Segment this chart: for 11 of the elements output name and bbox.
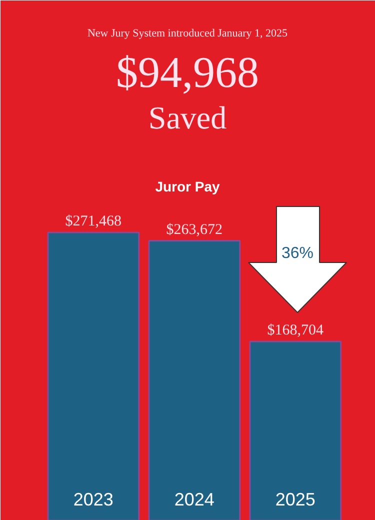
x-tick-label: 2025 <box>275 490 316 510</box>
data-label: $263,672 <box>166 222 223 238</box>
x-tick-label: 2023 <box>73 490 114 510</box>
chart-title: Juror Pay <box>155 178 220 194</box>
data-label: $168,704 <box>267 322 324 339</box>
annotation: 36% <box>281 245 314 262</box>
text: Saved <box>148 100 227 136</box>
data-label: $271,468 <box>65 214 122 230</box>
text: New Jury System introduced January 1, 2025 <box>87 28 288 40</box>
x-tick-label: 2024 <box>174 490 214 510</box>
text: $94,968 <box>116 48 259 97</box>
